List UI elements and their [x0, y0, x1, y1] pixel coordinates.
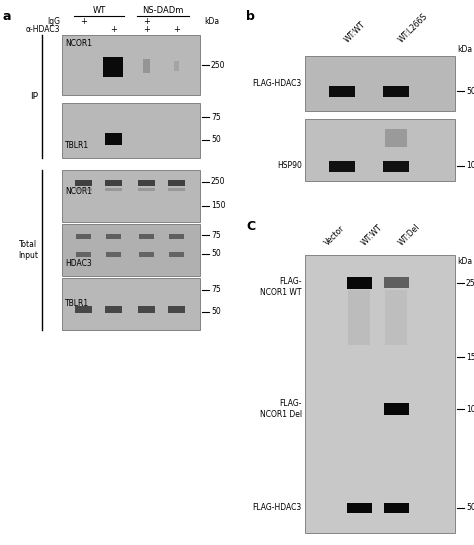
Bar [383, 161, 409, 172]
Text: Vector: Vector [323, 223, 346, 247]
Bar [62, 103, 200, 158]
Text: WT:WT: WT:WT [360, 222, 385, 247]
Text: 50: 50 [466, 504, 474, 512]
Bar [329, 161, 355, 172]
Text: 250: 250 [466, 278, 474, 288]
Bar [138, 306, 155, 313]
Text: TBLR1: TBLR1 [65, 300, 89, 308]
Bar [105, 133, 122, 145]
Text: FLAG-HDAC3: FLAG-HDAC3 [253, 78, 302, 88]
Text: 50: 50 [211, 250, 221, 258]
Bar [168, 188, 185, 191]
Bar [347, 277, 372, 289]
Bar [75, 188, 92, 191]
Text: 50: 50 [466, 87, 474, 95]
Bar [105, 306, 122, 313]
Bar [139, 252, 154, 257]
Text: 250: 250 [211, 60, 226, 70]
Bar [347, 503, 372, 513]
Bar [75, 180, 92, 186]
Bar [174, 61, 179, 71]
Text: 50: 50 [211, 136, 221, 144]
Text: HSP90: HSP90 [277, 161, 302, 170]
Text: WT:WT: WT:WT [343, 19, 368, 44]
Text: 75: 75 [211, 231, 221, 239]
Text: WT:L266S: WT:L266S [397, 11, 430, 44]
Text: 100: 100 [466, 404, 474, 414]
Bar [305, 56, 455, 111]
Bar [139, 234, 154, 239]
Text: 75: 75 [211, 286, 221, 294]
Bar [385, 290, 407, 345]
Text: IP: IP [30, 92, 38, 101]
Bar [168, 180, 185, 186]
Text: 50: 50 [211, 307, 221, 317]
Text: FLAG-HDAC3: FLAG-HDAC3 [253, 504, 302, 512]
Text: a: a [3, 10, 11, 23]
Text: FLAG-
NCOR1 WT: FLAG- NCOR1 WT [261, 277, 302, 296]
Bar [169, 234, 184, 239]
Bar [105, 188, 122, 191]
Bar [75, 306, 92, 313]
Text: +: + [110, 26, 118, 34]
Text: HDAC3: HDAC3 [65, 259, 92, 268]
Bar [383, 86, 409, 97]
Text: Total
Input: Total Input [18, 240, 38, 260]
Text: +: + [81, 17, 87, 27]
Text: TBLR1: TBLR1 [65, 141, 89, 150]
Text: 75: 75 [211, 112, 221, 122]
Bar [62, 170, 200, 222]
Text: NS-DADm: NS-DADm [142, 6, 184, 15]
Bar [305, 255, 455, 533]
Text: α-HDAC3: α-HDAC3 [26, 26, 60, 34]
Text: NCOR1: NCOR1 [65, 39, 92, 48]
Bar [385, 129, 407, 147]
Text: WT: WT [92, 6, 106, 15]
Bar [384, 403, 409, 415]
Bar [62, 278, 200, 330]
Bar [76, 252, 91, 257]
Text: +: + [173, 26, 181, 34]
Bar [62, 35, 200, 95]
Text: kDa: kDa [204, 17, 219, 27]
Bar [168, 306, 185, 313]
Text: +: + [144, 17, 150, 27]
Text: 100: 100 [466, 161, 474, 171]
Bar [169, 252, 184, 257]
Bar [106, 234, 121, 239]
Bar [138, 188, 155, 191]
Bar [106, 252, 121, 257]
Bar [103, 57, 123, 77]
Bar [305, 119, 455, 181]
Bar [62, 224, 200, 276]
Bar [143, 59, 150, 73]
Text: +: + [144, 26, 150, 34]
Text: FLAG-
NCOR1 Del: FLAG- NCOR1 Del [260, 399, 302, 419]
Bar [138, 180, 155, 186]
Text: 150: 150 [211, 202, 226, 210]
Bar [76, 234, 91, 239]
Bar [384, 277, 409, 288]
Text: b: b [246, 10, 255, 23]
Text: 250: 250 [211, 178, 226, 186]
Text: 150: 150 [466, 353, 474, 361]
Bar [105, 180, 122, 186]
Bar [348, 290, 370, 345]
Text: NCOR1: NCOR1 [65, 187, 92, 197]
Text: kDa: kDa [457, 257, 472, 265]
Text: kDa: kDa [457, 45, 472, 54]
Text: C: C [246, 220, 255, 233]
Bar [329, 86, 355, 97]
Bar [384, 503, 409, 513]
Text: IgG: IgG [47, 17, 60, 27]
Text: WT:Del: WT:Del [397, 222, 422, 247]
